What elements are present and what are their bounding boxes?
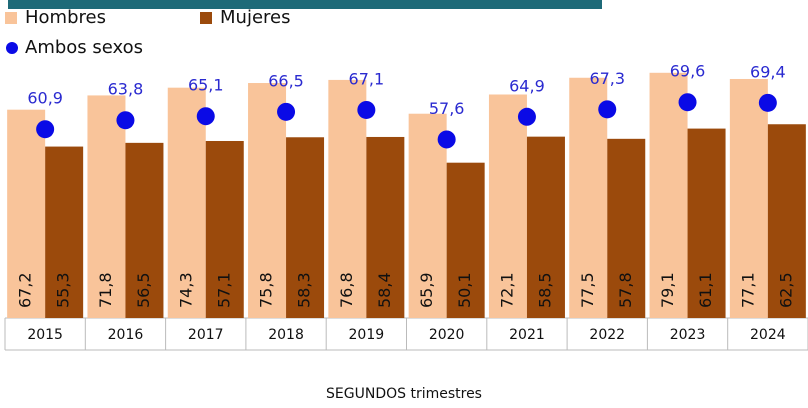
bar	[7, 109, 46, 319]
data-label: 67,2	[16, 272, 35, 308]
x-tick-label: 2015	[27, 327, 63, 343]
data-label: 67,1	[349, 69, 385, 88]
bar	[488, 94, 527, 319]
bar	[286, 137, 325, 318]
bar	[767, 124, 806, 318]
data-label: 66,5	[268, 71, 304, 90]
legend-label: Ambos sexos	[25, 37, 143, 58]
x-tick-label: 2022	[589, 327, 625, 343]
x-tick-label: 2020	[429, 327, 465, 343]
x-axis-label: SEGUNDOS trimestres	[326, 386, 482, 402]
bar	[205, 140, 244, 318]
data-label: 58,3	[295, 272, 314, 308]
dot	[36, 120, 55, 139]
data-label: 58,4	[375, 272, 394, 308]
data-label: 69,4	[750, 62, 786, 81]
data-label: 65,9	[417, 272, 436, 308]
x-tick-label: 2024	[750, 327, 786, 343]
bar	[45, 146, 84, 318]
dot	[196, 107, 215, 126]
data-label: 77,1	[738, 272, 757, 308]
dot	[517, 107, 536, 126]
x-tick-label: 2023	[670, 327, 706, 343]
bar	[408, 113, 447, 319]
data-label: 60,9	[27, 89, 63, 108]
bar	[167, 87, 206, 318]
bar	[607, 138, 646, 318]
dot	[277, 102, 296, 121]
data-label: 57,8	[616, 272, 635, 308]
x-tick-label: 2018	[268, 327, 304, 343]
data-label: 62,5	[776, 272, 795, 308]
bar	[446, 162, 485, 318]
dot	[437, 130, 456, 149]
bar	[87, 95, 126, 318]
data-label: 76,8	[337, 272, 356, 308]
data-label: 55,3	[54, 272, 73, 308]
bar	[248, 83, 287, 319]
data-label: 63,8	[108, 80, 144, 99]
data-label: 72,1	[497, 272, 516, 308]
data-label: 71,8	[96, 272, 115, 308]
data-label: 64,9	[509, 76, 545, 95]
x-tick-label: 2017	[188, 327, 224, 343]
dot	[116, 111, 135, 130]
dot	[678, 93, 697, 112]
data-label: 65,1	[188, 76, 224, 95]
dot	[357, 100, 376, 119]
data-label: 79,1	[658, 272, 677, 308]
data-label: 58,5	[535, 272, 554, 308]
bar	[366, 136, 405, 318]
x-tick-label: 2019	[349, 327, 385, 343]
data-label: 77,5	[578, 272, 597, 308]
bar	[687, 128, 726, 318]
bar	[526, 136, 565, 318]
bar	[328, 79, 367, 318]
bar	[125, 142, 164, 318]
data-label: 69,6	[670, 62, 706, 81]
dot	[598, 100, 617, 119]
legend-marker	[6, 42, 18, 54]
data-label: 61,1	[696, 272, 715, 308]
title-banner	[8, 0, 602, 9]
x-tick-label: 2016	[108, 327, 144, 343]
bar	[569, 77, 608, 318]
legend-label: Hombres	[25, 7, 106, 28]
legend-marker	[5, 12, 17, 24]
data-label: 57,6	[429, 99, 465, 118]
data-label: 75,8	[257, 272, 276, 308]
x-tick-label: 2021	[509, 327, 545, 343]
bar	[729, 78, 768, 319]
data-label: 56,5	[134, 272, 153, 308]
data-label: 67,3	[589, 69, 625, 88]
data-label: 57,1	[214, 272, 233, 308]
data-label: 50,1	[455, 272, 474, 308]
dot	[758, 93, 777, 112]
data-label: 74,3	[176, 272, 195, 308]
legend-label: Mujeres	[220, 7, 290, 28]
legend-marker	[200, 12, 212, 24]
bar	[649, 72, 688, 318]
